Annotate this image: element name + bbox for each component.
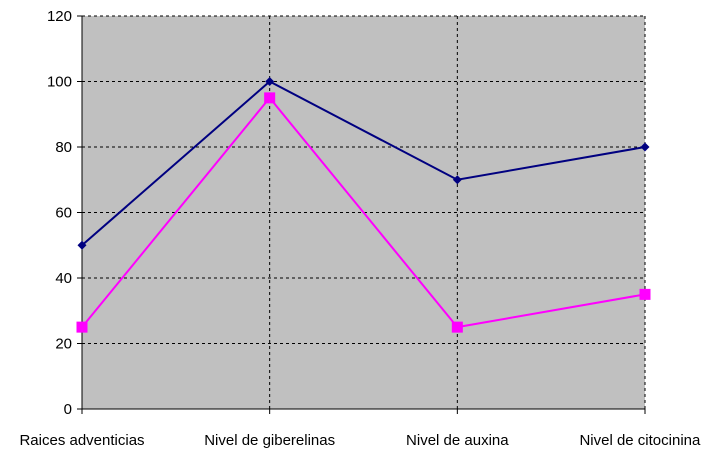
y-tick-label: 80 [55,139,72,156]
series-2-point [264,92,275,103]
y-tick-label: 60 [55,205,72,222]
x-tick-label: Nivel de auxina [406,432,509,449]
x-tick-labels: Raices adventicias Nivel de giberelinas Ni… [19,432,701,449]
y-tick-label: 20 [55,336,72,353]
series-2-point [640,289,651,300]
y-tick-label: 100 [47,74,72,91]
x-tick-label: Nivel de citocinina [579,432,701,449]
series-2-point [77,322,88,333]
x-tick-label: Raices adventicias [19,432,144,449]
y-tick-label: 40 [55,270,72,287]
series-2-point [452,322,463,333]
y-tick-label: 120 [47,8,72,25]
x-tick-label: Nivel de giberelinas [204,432,335,449]
y-tick-label: 0 [64,401,72,418]
y-tick-labels: 0 20 40 60 80 100 120 [47,8,72,418]
